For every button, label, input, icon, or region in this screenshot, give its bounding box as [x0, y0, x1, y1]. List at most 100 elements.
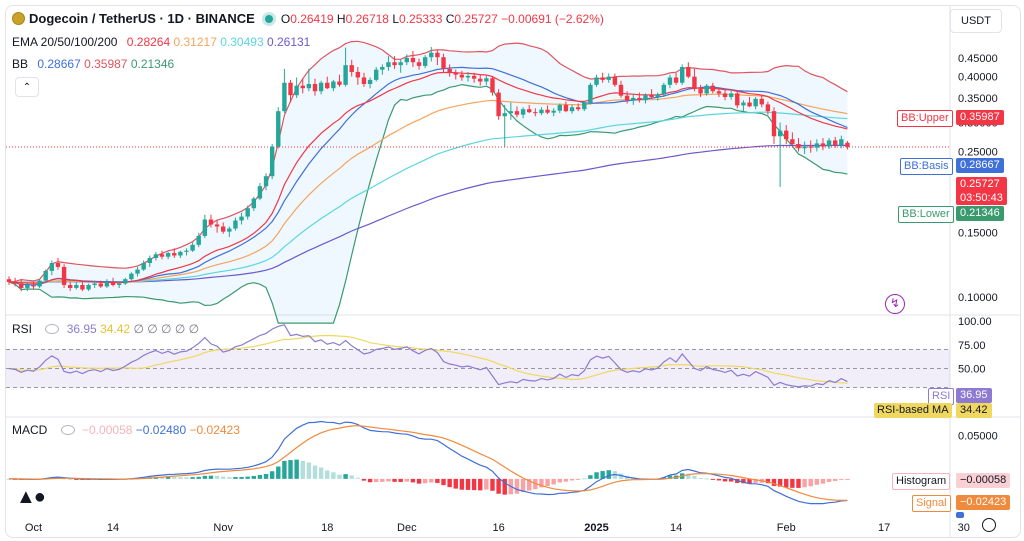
macd-histogram-bar [453, 478, 458, 489]
macd-histogram-bar [202, 475, 208, 479]
candle [808, 140, 813, 153]
macd-histogram-bar [435, 478, 440, 483]
macd-histogram-bar [190, 477, 195, 479]
collapse-legend-button[interactable]: ⌃ [15, 77, 39, 97]
price-tick-label: 0.45000 [958, 53, 998, 65]
macd-histogram-bar [68, 478, 73, 480]
candle-body [331, 81, 336, 89]
time-tick-label: Nov [213, 522, 233, 534]
macd-histogram-bar [221, 476, 226, 479]
macd-histogram-bar [447, 478, 452, 488]
candle [12, 277, 18, 287]
candle-body [722, 93, 728, 98]
candle-body [318, 82, 324, 92]
chart-canvas[interactable]: 0.450000.400000.350000.300000.250000.200… [6, 6, 1020, 537]
symbol-title[interactable]: Dogecoin / TetherUS · 1D · BINANCE [29, 11, 255, 26]
candle-body [6, 279, 12, 283]
candle [435, 49, 440, 66]
candle-body [80, 284, 85, 290]
macd-histogram-bar [6, 478, 12, 480]
candle-body [147, 257, 152, 264]
candle [92, 280, 97, 288]
macd-histogram-bar [496, 478, 501, 494]
candle [692, 68, 697, 92]
candle [514, 106, 520, 118]
candle-body [539, 109, 544, 114]
candle [208, 214, 214, 228]
candle [661, 82, 667, 98]
ema-legend[interactable]: EMA 20/50/100/200 0.28264 0.31217 0.3049… [12, 35, 310, 49]
candle [771, 107, 777, 144]
candle-body [355, 71, 361, 78]
macd-histogram-bar [184, 477, 189, 479]
candle [624, 91, 630, 104]
ema20-value: 0.28264 [126, 35, 171, 49]
bb-legend[interactable]: BB 0.28667 0.35987 0.21346 [12, 57, 174, 71]
macd-legend[interactable]: MACD −0.00058 −0.02480 −0.02423 [12, 423, 240, 437]
candle [25, 282, 30, 291]
macd-histogram-bar [765, 478, 771, 484]
macd-histogram-bar [74, 478, 79, 480]
candle [802, 141, 807, 155]
candle-body [429, 52, 434, 58]
candle [686, 62, 691, 79]
candle [741, 100, 746, 112]
settings-gear-icon[interactable] [982, 518, 996, 532]
candle-body [159, 254, 165, 257]
candle [588, 82, 593, 105]
macd-histogram-bar [214, 475, 220, 479]
macd-histogram-bar [227, 477, 232, 479]
candle-body [196, 235, 201, 245]
candle [123, 277, 128, 285]
candle [600, 72, 605, 83]
candle [496, 89, 501, 120]
candle-body [123, 279, 128, 284]
histogram-tag-value: −0.00058 [956, 473, 1011, 488]
candle [367, 77, 373, 89]
macd-histogram-bar [588, 475, 593, 479]
visibility-icon[interactable] [45, 324, 60, 334]
candle [61, 264, 67, 288]
rsi-ma-tag-value: 34.42 [956, 403, 992, 418]
candle-body [404, 57, 409, 63]
candle-body [728, 93, 734, 98]
macd-histogram-bar [618, 473, 624, 479]
candle [594, 74, 599, 87]
candle-body [833, 140, 838, 146]
candle-body [208, 219, 214, 225]
currency-label: USDT [961, 15, 991, 27]
macd-histogram-bar [753, 478, 758, 483]
candle-body [312, 83, 318, 92]
candle [637, 92, 642, 103]
candle-body [202, 219, 208, 236]
bb-basis-value: 0.28667 [37, 57, 81, 71]
candle [478, 74, 483, 86]
candle-body [300, 85, 305, 89]
macd-histogram-bar [826, 478, 832, 482]
candle [416, 58, 422, 70]
candle-body [826, 140, 832, 147]
macd-histogram-bar [600, 471, 605, 479]
rsi-legend[interactable]: RSI 36.95 34.42 ∅ ∅ ∅ ∅ ∅ [12, 322, 199, 336]
currency-button[interactable]: USDT [950, 9, 1002, 33]
candle [490, 76, 495, 96]
bb-upper-tag-label: BB:Upper [897, 110, 953, 127]
rsi-label: RSI [12, 322, 33, 336]
candle [374, 67, 379, 82]
macd-histogram-bar [557, 478, 562, 483]
tradingview-logo-icon[interactable]: ▲● [16, 486, 46, 508]
visibility-icon[interactable] [60, 425, 75, 435]
ema200-value: 0.26131 [266, 35, 311, 49]
ema50-line [9, 93, 848, 284]
macd-histogram-bar [343, 474, 348, 479]
lightning-icon[interactable]: ↯ [885, 294, 905, 314]
candle [551, 108, 556, 117]
candle-body [741, 102, 746, 106]
candle-body [172, 253, 177, 256]
macd-hist-value: −0.00058 [82, 423, 133, 437]
macd-tick-label: 0.05000 [958, 430, 998, 442]
bb-lower-value: 0.21346 [130, 57, 175, 71]
macd-histogram-bar [520, 478, 526, 493]
candle [845, 140, 850, 150]
candle [80, 282, 85, 291]
